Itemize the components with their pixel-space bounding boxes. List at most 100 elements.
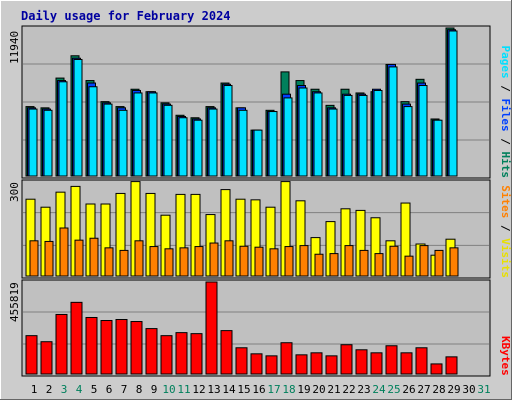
bar-pages xyxy=(58,81,68,177)
bar-pages xyxy=(388,66,398,177)
x-tick-label: 10 xyxy=(162,383,175,396)
x-axis-day-labels: 1 2 3 4 5 6 7 8 9 10 11 12 13 14 15 16 17 18 19 20 21 22 23 24 2… xyxy=(31,383,491,396)
panel-kbytes: 455819 KBytes xyxy=(8,279,512,377)
x-tick-label: 18 xyxy=(282,383,295,396)
bar-kbytes xyxy=(220,330,233,375)
legend-pages: Pages xyxy=(499,46,512,79)
legend-sep-2: / xyxy=(499,132,512,152)
bar-kbytes xyxy=(280,342,293,375)
x-tick-label: 24 xyxy=(372,383,386,396)
bar-kbytes xyxy=(310,352,323,375)
x-tick-label: 20 xyxy=(312,383,325,396)
bar-pages xyxy=(88,86,98,177)
bar-kbytes xyxy=(445,356,458,375)
panel-visits-sites: 300 Sites / Visits xyxy=(8,179,512,279)
bar-sites xyxy=(239,245,249,277)
x-tick-label: 3 xyxy=(61,383,68,396)
legend-hits-label: Hits xyxy=(499,152,512,179)
bar-kbytes xyxy=(175,332,188,375)
bar-pages xyxy=(163,104,173,177)
bars-visits-sites xyxy=(25,181,459,277)
bar-kbytes xyxy=(370,352,383,375)
bar-kbytes xyxy=(40,341,53,375)
x-tick-label: 15 xyxy=(237,383,250,396)
bar-kbytes xyxy=(295,354,308,375)
bar-kbytes xyxy=(115,319,128,375)
bar-sites xyxy=(389,245,399,277)
bar-sites xyxy=(194,246,204,277)
bar-kbytes xyxy=(235,347,248,375)
bar-pages xyxy=(28,108,38,177)
bar-kbytes xyxy=(205,281,218,375)
bar-pages xyxy=(43,109,53,177)
bar-sites xyxy=(209,242,219,277)
x-tick-label: 26 xyxy=(402,383,415,396)
y-max-label-visits: 300 xyxy=(8,182,21,202)
x-tick-label: 17 xyxy=(267,383,280,396)
bar-sites xyxy=(344,245,354,277)
x-tick-label: 23 xyxy=(357,383,370,396)
bar-pages xyxy=(283,97,293,177)
bar-kbytes xyxy=(160,335,173,375)
bar-kbytes xyxy=(355,349,368,375)
bar-pages xyxy=(343,94,353,177)
x-tick-label: 7 xyxy=(121,383,128,396)
x-tick-label: 14 xyxy=(222,383,236,396)
bar-sites xyxy=(59,227,69,277)
bar-sites xyxy=(314,253,324,277)
x-tick-label: 25 xyxy=(387,383,400,396)
x-tick-label: 30 xyxy=(462,383,475,396)
bar-pages xyxy=(448,30,458,177)
bar-sites xyxy=(74,239,84,277)
x-tick-label: 4 xyxy=(76,383,83,396)
bar-sites xyxy=(89,237,99,277)
legend-kbytes: KBytes xyxy=(499,336,512,376)
x-tick-label: 11 xyxy=(177,383,190,396)
legend-sep-1: / xyxy=(499,79,512,99)
x-tick-label: 1 xyxy=(31,383,38,396)
bar-kbytes xyxy=(190,333,203,375)
bar-kbytes xyxy=(385,345,398,375)
bar-pages xyxy=(433,119,443,177)
x-tick-label: 22 xyxy=(342,383,355,396)
bar-pages xyxy=(238,109,248,177)
bar-sites xyxy=(434,249,444,277)
bar-pages xyxy=(178,117,188,177)
legend-sites: Sites xyxy=(499,185,512,218)
bar-kbytes xyxy=(70,301,83,375)
bar-kbytes xyxy=(145,328,158,375)
bar-sites xyxy=(164,248,174,277)
bar-pages xyxy=(193,119,203,177)
x-tick-label: 21 xyxy=(327,383,340,396)
bar-sites xyxy=(104,247,114,277)
x-tick-label: 19 xyxy=(297,383,310,396)
x-tick-label: 27 xyxy=(417,383,430,396)
svg-text:Pages / Files / Hits: Pages / Files / Hits xyxy=(499,46,512,179)
bar-pages xyxy=(148,92,158,177)
bar-pages xyxy=(118,109,128,177)
legend-sep-3: / xyxy=(499,218,512,238)
x-tick-label: 12 xyxy=(192,383,205,396)
bar-sites xyxy=(284,246,294,277)
bar-sites xyxy=(149,246,159,277)
x-tick-label: 6 xyxy=(106,383,113,396)
panel-pages-files-hits: 11940 Pages / Files / Hits xyxy=(8,25,512,179)
bar-pages xyxy=(208,108,218,177)
bar-pages xyxy=(313,92,323,177)
x-tick-label: 31 xyxy=(477,383,490,396)
legend-visits: Sites / Visits xyxy=(499,185,512,278)
bar-kbytes xyxy=(340,344,353,375)
bar-kbytes xyxy=(400,352,413,375)
bars-hits-files-pages xyxy=(25,27,458,177)
x-tick-label: 28 xyxy=(432,383,445,396)
bar-sites xyxy=(374,253,384,277)
bar-sites xyxy=(254,246,264,277)
bar-kbytes xyxy=(415,347,428,375)
bar-sites xyxy=(359,249,369,277)
bar-kbytes xyxy=(55,313,68,375)
x-tick-label: 2 xyxy=(46,383,53,396)
bar-sites xyxy=(269,248,279,277)
y-max-label-kbytes: 455819 xyxy=(8,282,21,322)
bar-pages xyxy=(103,103,113,177)
